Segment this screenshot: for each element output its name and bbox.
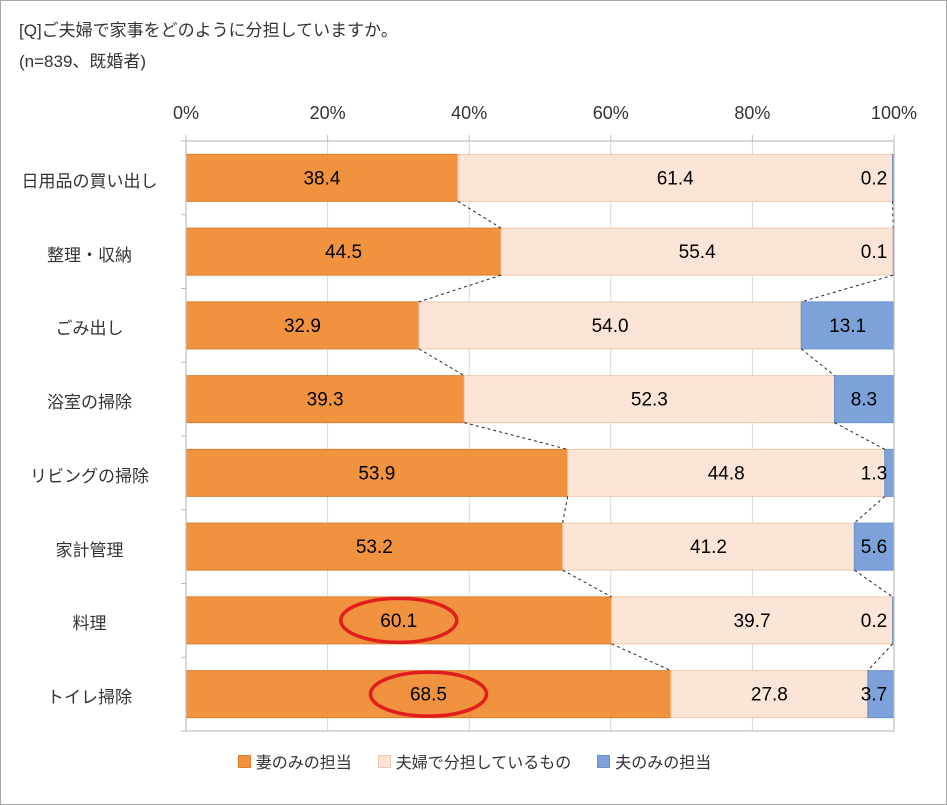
legend-label: 夫婦で分担しているもの — [395, 755, 572, 772]
connector-line — [800, 348, 835, 377]
bar-segment-2 — [800, 301, 895, 350]
stacked-bar-chart: 38.4 61.4 0.2 44.5 55.4 0.1 32.9 54.0 13.1 39.3 52… — [181, 135, 895, 732]
legend-item-0: 妻のみの担当 — [237, 749, 352, 773]
value-label: 53.9 — [358, 463, 395, 484]
value-label: 27.8 — [751, 685, 788, 706]
value-label: 53.2 — [356, 537, 393, 558]
connector-line — [834, 422, 886, 450]
value-label: 52.3 — [631, 390, 668, 411]
connector-line — [562, 496, 569, 524]
connector-line — [892, 201, 894, 229]
value-label: 68.5 — [410, 685, 447, 706]
bar-segment-0 — [185, 522, 564, 571]
x-axis-label: 20% — [309, 103, 346, 123]
legend-label: 妻のみの担当 — [255, 755, 352, 772]
x-axis: 0% 20% 40% 60% 80% 100% — [173, 103, 917, 127]
plot-area: 38.4 61.4 0.2 44.5 55.4 0.1 32.9 54.0 13.1 39.3 52… — [181, 135, 895, 732]
highlight-ellipse — [368, 670, 489, 718]
connector-line — [457, 200, 502, 229]
legend-swatch — [377, 754, 391, 768]
value-label: 13.1 — [829, 316, 866, 337]
x-axis-label: 40% — [451, 103, 488, 123]
bar-segment-2 — [853, 522, 895, 571]
bar-segment-1 — [670, 670, 869, 719]
connector-line — [854, 569, 893, 598]
chart-title: [Q]ご夫婦で家事をどのように分担していますか。 — [19, 21, 398, 40]
value-label: 54.0 — [592, 316, 629, 337]
value-label: 32.9 — [284, 316, 321, 337]
bar-segment-0 — [185, 375, 465, 424]
legend-item-1: 夫婦で分担しているもの — [377, 749, 572, 773]
category-label: 料理 — [72, 614, 107, 634]
x-axis-label: 0% — [172, 103, 199, 123]
bar-segment-0 — [185, 227, 502, 276]
value-label: 5.6 — [861, 537, 887, 558]
category-label: 家計管理 — [55, 540, 124, 560]
chart-subtitle: (n=839、既婚者) — [19, 52, 147, 72]
bar-segment-1 — [562, 522, 855, 571]
x-axis-label: 60% — [592, 103, 629, 123]
value-label: 60.1 — [380, 611, 417, 632]
legend-swatch — [597, 754, 611, 768]
value-label: 39.7 — [734, 611, 771, 632]
value-label: 0.2 — [861, 611, 887, 632]
x-axis-label: 100% — [870, 103, 918, 123]
value-label: 0.1 — [861, 242, 887, 263]
value-label: 61.4 — [657, 168, 694, 189]
category-label: ごみ出し — [55, 319, 124, 339]
category-axis: 日用品の買い出し 整理・収納ごみ出し浴室の掃除リビングの掃除 家計管理料理トイレ掃除 — [7, 141, 172, 731]
value-label: 38.4 — [303, 168, 340, 189]
bar-segment-2 — [834, 375, 894, 424]
bar-segment-1 — [567, 448, 886, 497]
category-label: 整理・収納 — [47, 245, 132, 265]
legend-item-2: 夫のみの担当 — [597, 749, 711, 773]
bar-segment-1 — [500, 227, 894, 276]
connector-line — [867, 643, 893, 671]
value-label: 3.7 — [861, 685, 887, 706]
connector-line — [464, 422, 568, 450]
category-label: リビングの掃除 — [30, 466, 149, 486]
value-label: 44.8 — [708, 463, 745, 484]
bar-segment-1 — [463, 375, 836, 424]
value-label: 41.2 — [690, 537, 727, 558]
connector-line — [854, 495, 886, 524]
connector-line — [611, 643, 672, 672]
x-axis-label: 80% — [734, 103, 771, 123]
plot-border — [185, 140, 895, 732]
value-label: 55.4 — [679, 242, 716, 263]
connector-line — [418, 348, 465, 377]
highlight-ellipse — [339, 596, 459, 645]
category-label: 日用品の買い出し — [21, 171, 158, 191]
connector-line — [562, 569, 612, 598]
value-label: 39.3 — [307, 390, 344, 411]
legend: 妻のみの担当 夫婦で分担しているもの 夫のみの担当 — [1, 749, 946, 773]
value-label: 8.3 — [851, 390, 877, 411]
connector-line — [418, 274, 502, 303]
bar-segment-1 — [611, 596, 894, 645]
value-label: 44.5 — [325, 242, 362, 263]
connector-line — [801, 274, 894, 303]
category-label: トイレ掃除 — [47, 688, 132, 708]
bar-segment-0 — [185, 448, 569, 497]
legend-swatch — [237, 754, 251, 768]
category-label: 浴室の掃除 — [47, 393, 132, 413]
title-block: [Q]ご夫婦で家事をどのように分担していますか。 (n=839、既婚者) — [19, 15, 398, 78]
value-label: 0.2 — [861, 168, 887, 189]
value-label: 1.3 — [861, 463, 887, 484]
legend-label: 夫のみの担当 — [615, 755, 712, 772]
